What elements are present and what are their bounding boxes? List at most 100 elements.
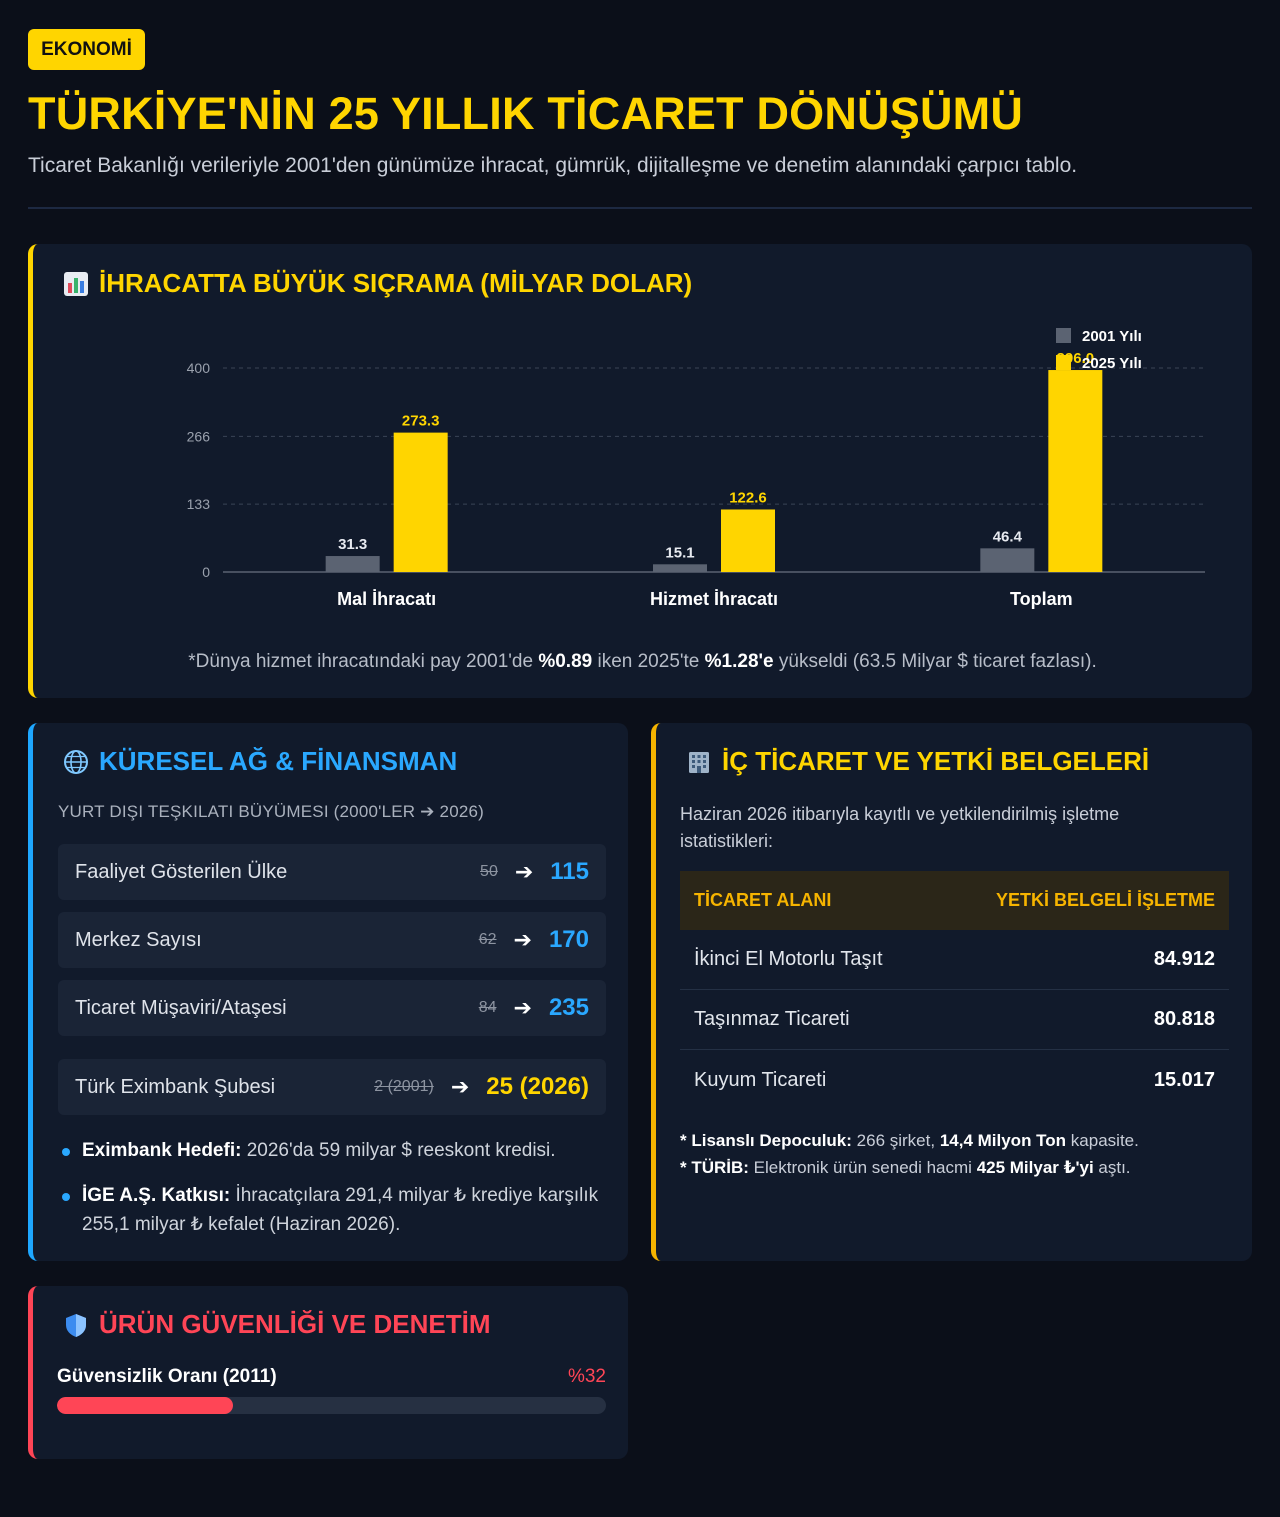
authorization-table: TİCARET ALANI YETKİ BELGELİ İŞLETME İkin… <box>680 871 1229 1110</box>
stat-row-centers: Merkez Sayısı 62 ➔ 170 <box>58 912 606 968</box>
progress-track <box>57 1397 606 1414</box>
header-divider <box>28 207 1252 209</box>
data-label: 122.6 <box>729 489 767 506</box>
bullet-bold: İGE A.Ş. Katkısı: <box>82 1185 231 1206</box>
data-label: 15.1 <box>665 544 694 561</box>
legend-entry: 2001 Yılı <box>1082 328 1142 345</box>
footnote-part: iken 2025'te <box>592 651 705 672</box>
stat-new-value: 235 <box>548 994 589 1021</box>
legend-entry: 2025 Yılı <box>1082 355 1142 372</box>
footnote-share-2025: %1.28'e <box>704 651 774 672</box>
safety-card-title-text: ÜRÜN GÜVENLİĞİ VE DENETİM <box>99 1309 491 1339</box>
stat-new-value: 170 <box>548 926 589 953</box>
progress-label: Güvensizlik Oranı (2011) <box>57 1366 277 1387</box>
finance-bullets: Eximbank Hedefi: 2026'da 59 milyar $ ree… <box>58 1136 613 1255</box>
note-bold: * TÜRİB: <box>680 1158 749 1177</box>
note-bold: 14,4 Milyon Ton <box>939 1131 1067 1150</box>
shield-icon <box>66 1313 86 1337</box>
building-icon <box>689 751 709 773</box>
section-caption: YURT DIŞI TEŞKILATI BÜYÜMESI (2000'LER ➔… <box>58 802 485 821</box>
arrow-right-icon: ➔ <box>450 1074 470 1099</box>
bar-chart-icon <box>64 271 88 296</box>
stat-old-value: 50 <box>480 863 498 880</box>
x-tick-label: Toplam <box>1010 589 1073 609</box>
bullet-bold: Eximbank Hedefi: <box>82 1140 242 1161</box>
note-text: aştı. <box>1093 1158 1131 1177</box>
product-safety-card: ÜRÜN GÜVENLİĞİ VE DENETİM Güvensizlik Or… <box>28 1286 628 1459</box>
bullet-text: İhracatçılara 291,4 milyar ₺ krediye kar… <box>82 1185 599 1235</box>
stat-row-countries: Faaliyet Gösterilen Ülke 50 ➔ 115 <box>58 844 606 900</box>
y-tick-label: 133 <box>187 496 211 512</box>
list-item: Eximbank Hedefi: 2026'da 59 milyar $ ree… <box>58 1136 613 1165</box>
legend-swatch <box>1056 328 1071 343</box>
exports-card: 0 133 266 400 31.3 273.3 Mal İhracatı 15.1 122.6… <box>28 244 1252 698</box>
column-header-area: TİCARET ALANI <box>694 890 832 910</box>
stat-old-value: 2 (2001) <box>374 1078 434 1095</box>
stat-old-value: 84 <box>478 999 497 1016</box>
global-card-title-text: KÜRESEL AĞ & FİNANSMAN <box>99 746 458 776</box>
table-cell-count: 80.818 <box>1153 1008 1215 1030</box>
table-cell-count: 15.017 <box>1153 1068 1215 1091</box>
note-warehousing: * Lisanslı Depoculuk: 266 şirket, 14,4 M… <box>680 1127 1139 1154</box>
stat-row-eximbank: Türk Eximbank Şubesi 2 (2001) ➔ 25 (2026… <box>58 1059 606 1115</box>
y-tick-label: 400 <box>187 360 211 376</box>
data-label: 46.4 <box>993 528 1023 545</box>
global-network-card: KÜRESEL AĞ & FİNANSMAN YURT DIŞI TEŞKILA… <box>28 723 628 1261</box>
footnote-part: yükseldi (63.5 Milyar $ ticaret fazlası)… <box>773 651 1097 672</box>
stat-new-value: 115 <box>550 858 589 885</box>
chart-bar <box>393 432 448 572</box>
domestic-card-title: İÇ TİCARET VE YETKİ BELGELERİ <box>686 746 1149 777</box>
domestic-notes: * Lisanslı Depoculuk: 266 şirket, 14,4 M… <box>680 1127 1139 1181</box>
x-tick-label: Mal İhracatı <box>337 589 436 609</box>
chart-bar <box>653 564 707 572</box>
column-header-count: YETKİ BELGELİ İŞLETME <box>995 890 1215 910</box>
safety-card-title: ÜRÜN GÜVENLİĞİ VE DENETİM <box>63 1309 490 1340</box>
table-cell-area: İkinci El Motorlu Taşıt <box>694 948 883 970</box>
table-row: İkinci El Motorlu Taşıt 84.912 <box>680 930 1229 990</box>
progress-fill <box>57 1397 233 1414</box>
footnote-part: *Dünya hizmet ihracatındaki pay 2001'de <box>188 651 539 672</box>
domestic-card-title-text: İÇ TİCARET VE YETKİ BELGELERİ <box>722 746 1150 776</box>
note-bold: 425 Milyar ₺'yi <box>976 1158 1094 1177</box>
exports-card-title: İHRACATTA BÜYÜK SIÇRAMA (MİLYAR DOLAR) <box>63 268 692 299</box>
chart-bar <box>1048 370 1103 572</box>
stat-label: Faaliyet Gösterilen Ülke <box>75 860 288 883</box>
legend-swatch <box>1056 355 1071 370</box>
stat-row-attaches: Ticaret Müşaviri/Ataşesi 84 ➔ 235 <box>58 980 606 1036</box>
exports-card-title-text: İHRACATTA BÜYÜK SIÇRAMA (MİLYAR DOLAR) <box>99 268 693 298</box>
chart-bar <box>721 509 775 572</box>
list-item: İGE A.Ş. Katkısı: İhracatçılara 291,4 mi… <box>58 1181 613 1239</box>
table-cell-count: 84.912 <box>1153 948 1215 970</box>
data-label: 273.3 <box>402 413 440 430</box>
domestic-trade-card: İÇ TİCARET VE YETKİ BELGELERİ Haziran 20… <box>651 723 1252 1261</box>
data-label: 31.3 <box>338 536 367 553</box>
stat-label: Türk Eximbank Şubesi <box>75 1075 276 1098</box>
stat-label: Merkez Sayısı <box>75 928 202 951</box>
page-title: TÜRKİYE'NİN 25 YILLIK TİCARET DÖNÜŞÜMÜ <box>28 88 1024 139</box>
exports-bar-chart: 0 133 266 400 31.3 273.3 Mal İhracatı 15.1 122.6… <box>187 328 1205 609</box>
page-subtitle: Ticaret Bakanlığı verileriyle 2001'den g… <box>28 154 1078 177</box>
bullet-text: 2026'da 59 milyar $ reeskont kredisi. <box>241 1140 556 1161</box>
x-tick-label: Hizmet İhracatı <box>650 589 778 609</box>
progress-value: %32 <box>567 1366 606 1387</box>
y-tick-label: 0 <box>202 564 210 580</box>
domestic-description: Haziran 2026 itibarıyla kayıtlı ve yetki… <box>680 804 1120 851</box>
chart-bar <box>325 556 380 572</box>
stat-new-value: 25 (2026) <box>486 1073 589 1100</box>
stat-old-value: 62 <box>478 931 497 948</box>
note-text: Elektronik ürün senedi hacmi <box>748 1158 977 1177</box>
arrow-right-icon: ➔ <box>513 927 532 952</box>
table-cell-area: Taşınmaz Ticareti <box>694 1008 850 1030</box>
table-row: Taşınmaz Ticareti 80.818 <box>680 990 1229 1050</box>
category-badge: EKONOMİ <box>28 29 145 70</box>
arrow-right-icon: ➔ <box>514 859 534 884</box>
note-text: 266 şirket, <box>851 1131 940 1150</box>
chart-footnote: *Dünya hizmet ihracatındaki pay 2001'de … <box>33 651 1252 673</box>
footnote-share-2001: %0.89 <box>538 651 593 672</box>
note-text: kapasite. <box>1066 1131 1139 1150</box>
stat-label: Ticaret Müşaviri/Ataşesi <box>75 996 287 1019</box>
arrow-right-icon: ➔ <box>513 995 532 1020</box>
global-card-title: KÜRESEL AĞ & FİNANSMAN <box>63 746 457 777</box>
note-bold: * Lisanslı Depoculuk: <box>680 1131 852 1150</box>
table-header: TİCARET ALANI YETKİ BELGELİ İŞLETME <box>680 871 1229 930</box>
